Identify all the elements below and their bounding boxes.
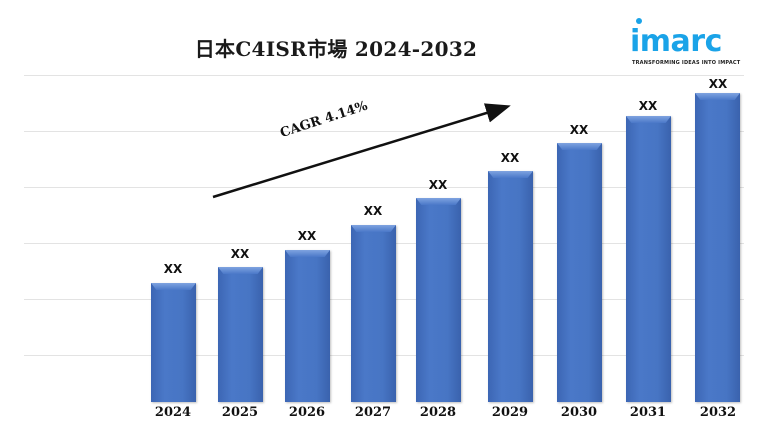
bar-2032 — [695, 93, 740, 402]
bar-2028 — [416, 198, 461, 402]
x-tick-label: 2030 — [560, 405, 598, 420]
x-tick-label: 2032 — [699, 405, 737, 420]
bar-value-label: XX — [569, 123, 589, 137]
x-tick-label: 2028 — [419, 405, 457, 420]
gridline — [24, 131, 744, 132]
x-tick-label: 2024 — [154, 405, 192, 420]
x-tick-label: 2031 — [629, 405, 667, 420]
logo-dot-icon — [636, 18, 642, 24]
bar-value-label: XX — [363, 204, 383, 218]
logo-wordmark: imarc — [630, 24, 722, 59]
bar-value-label: XX — [297, 229, 317, 243]
chart-title: 日本C4ISR市場 2024-2032 — [194, 37, 478, 61]
bar-value-label: XX — [230, 247, 250, 261]
bar-value-label: XX — [428, 178, 448, 192]
bar-value-label: XX — [163, 262, 183, 276]
bar-2025 — [218, 267, 263, 402]
bar-2026 — [285, 250, 330, 402]
x-tick-label: 2029 — [491, 405, 529, 420]
bar-2031 — [626, 116, 671, 402]
gridline — [24, 75, 744, 76]
bar-value-label: XX — [500, 151, 520, 165]
logo-tagline: TRANSFORMING IDEAS INTO IMPACT — [632, 60, 741, 66]
bar-value-label: XX — [708, 77, 728, 91]
bar-2030 — [557, 143, 602, 402]
bar-value-label: XX — [638, 99, 658, 113]
x-tick-label: 2026 — [288, 405, 326, 420]
x-tick-label: 2025 — [221, 405, 259, 420]
bar-2024 — [151, 283, 196, 402]
bar-2027 — [351, 225, 396, 402]
gridline — [24, 187, 744, 188]
x-tick-label: 2027 — [354, 405, 392, 420]
bar-2029 — [488, 171, 533, 402]
